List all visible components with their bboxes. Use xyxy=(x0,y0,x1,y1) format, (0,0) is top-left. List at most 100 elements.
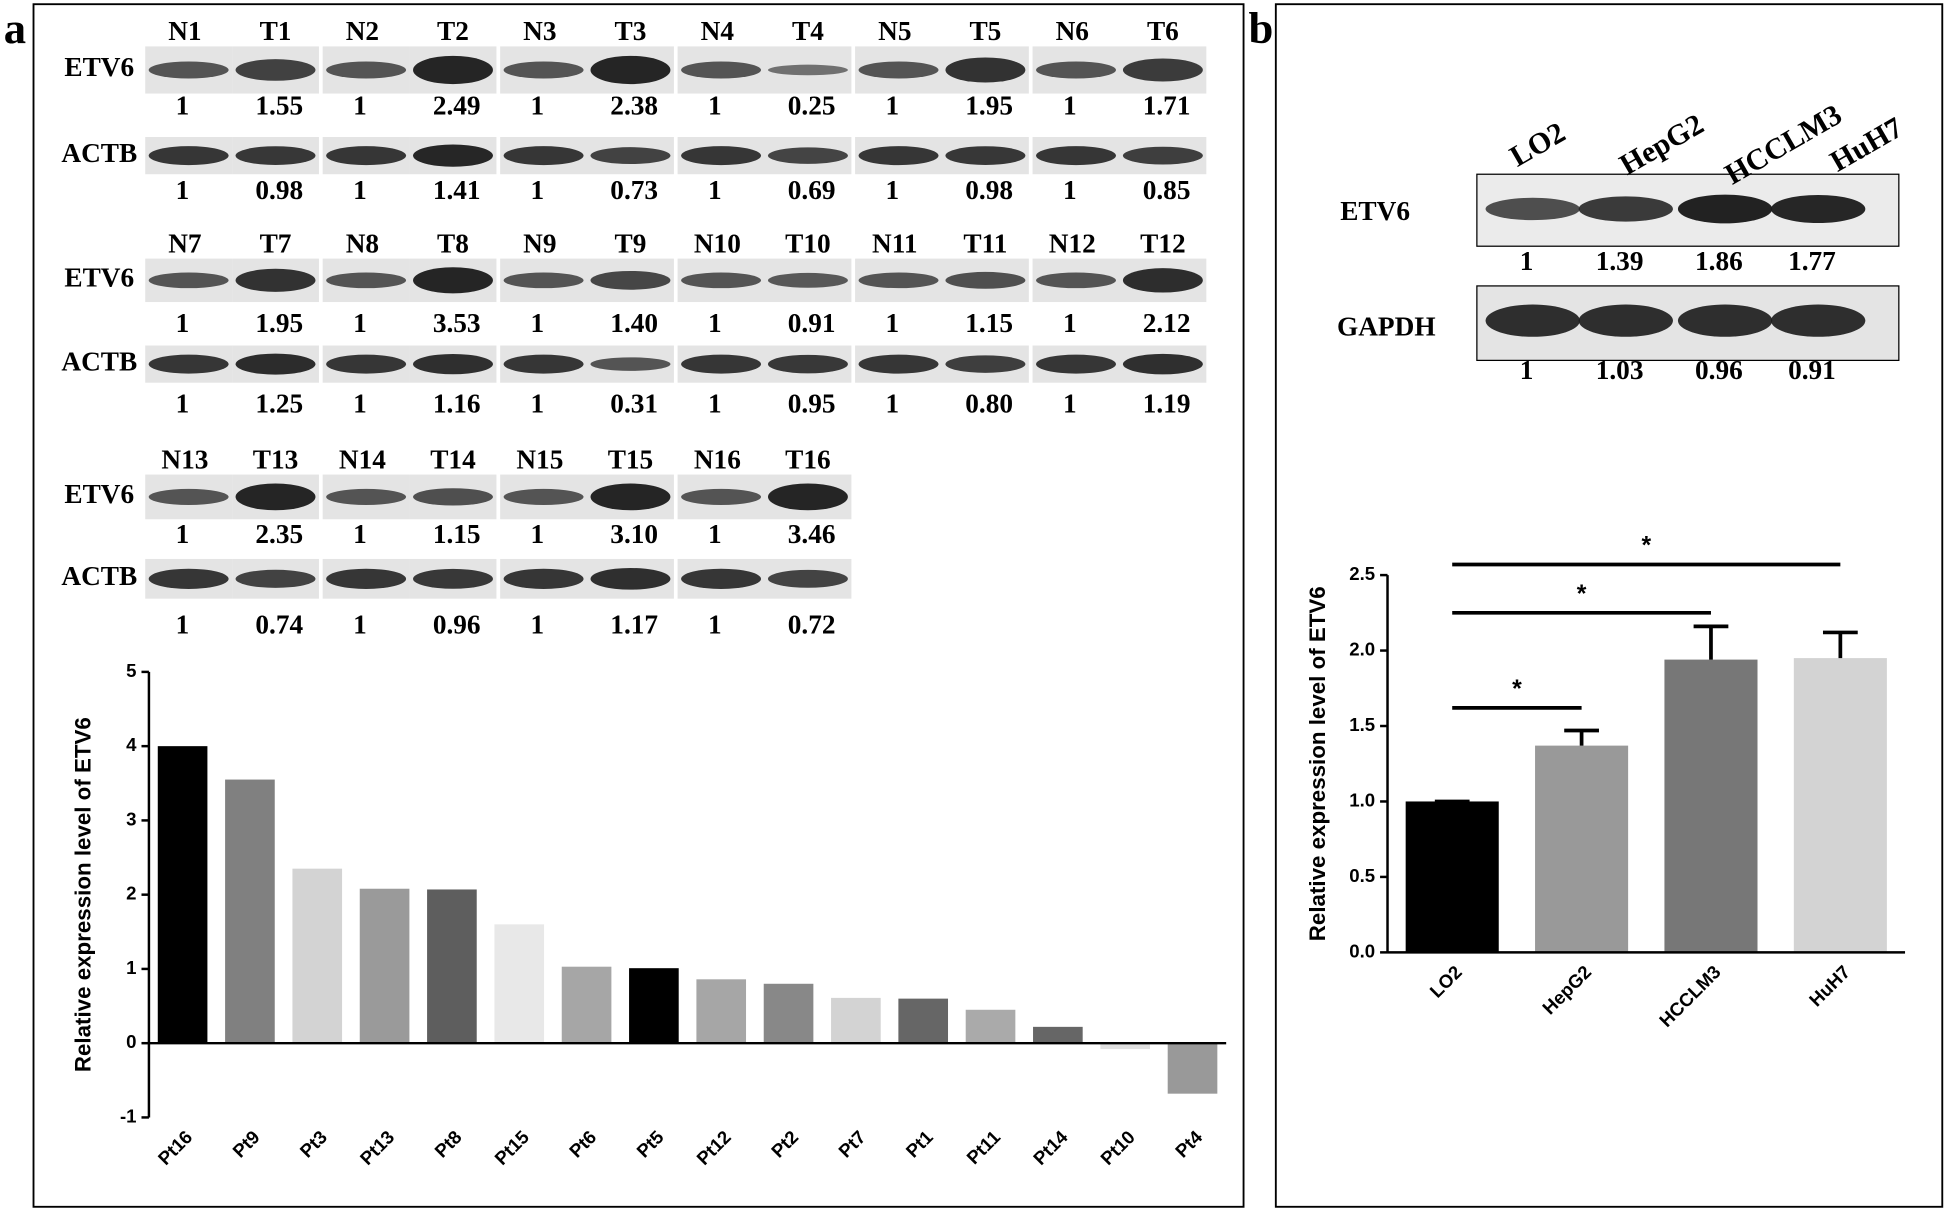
blot-value: 0.91 xyxy=(1788,355,1836,385)
y-tick-label: 0.0 xyxy=(1349,940,1375,961)
bar xyxy=(763,983,814,1044)
blot-band xyxy=(413,353,493,375)
lane-label: N6 xyxy=(1056,16,1089,46)
blot-band xyxy=(858,354,939,374)
lane-label: N8 xyxy=(346,228,379,258)
blot-label: ETV6 xyxy=(64,263,134,293)
blot-band xyxy=(590,567,671,590)
blot-value: 1.39 xyxy=(1596,246,1644,276)
blot-band xyxy=(326,354,407,374)
error-bar xyxy=(1564,728,1599,746)
blot-value: 1 xyxy=(708,519,722,549)
panel-frame xyxy=(32,3,1245,1208)
blot-value: 1 xyxy=(353,609,367,639)
lane-label: N11 xyxy=(872,228,918,258)
blot-band xyxy=(235,146,316,166)
blot-value: 1 xyxy=(708,389,722,419)
x-tick-label: Pt2 xyxy=(767,1126,802,1161)
blot-band xyxy=(858,272,939,289)
x-tick-label: Pt15 xyxy=(490,1126,533,1169)
x-tick-label: HepG2 xyxy=(1538,961,1595,1018)
blot-band xyxy=(503,488,584,505)
blot-value: 1 xyxy=(176,519,190,549)
blot-band xyxy=(1485,197,1580,221)
lane-label: N4 xyxy=(701,16,735,46)
blot-band xyxy=(503,61,584,79)
bar xyxy=(1167,1043,1218,1094)
blot-band xyxy=(858,146,939,166)
blot-value: 1 xyxy=(886,175,900,205)
bar xyxy=(696,979,747,1044)
blot-value: 1 xyxy=(531,308,545,338)
blot-band xyxy=(413,55,493,85)
blot-band xyxy=(1036,354,1116,374)
lane-label: N15 xyxy=(516,444,563,474)
blot-value: 0.85 xyxy=(1143,175,1191,205)
lane-label: N10 xyxy=(694,228,741,258)
y-tick-label: 2.0 xyxy=(1349,638,1375,659)
blot-band xyxy=(1578,196,1673,222)
blot-value: 1 xyxy=(886,308,900,338)
blot-band xyxy=(1677,304,1773,337)
blot-value: 1.95 xyxy=(965,91,1013,121)
blot-band xyxy=(235,353,316,375)
panel-frame xyxy=(1274,3,1944,1208)
blot-band xyxy=(1122,146,1203,165)
bar xyxy=(1033,1026,1083,1044)
blot-band xyxy=(590,270,671,290)
bar xyxy=(157,746,208,1044)
bar xyxy=(1100,1043,1151,1050)
blot-value: 1.15 xyxy=(965,308,1013,338)
blot-value: 1.77 xyxy=(1788,246,1836,276)
blot-label: ACTB xyxy=(61,561,137,591)
blot-band xyxy=(1036,272,1116,289)
x-tick-label: HCCLM3 xyxy=(1655,961,1725,1031)
blot-value: 1 xyxy=(886,389,900,419)
x-tick-label: Pt3 xyxy=(296,1126,331,1161)
blot-value: 1 xyxy=(1520,355,1534,385)
lane-label: LO2 xyxy=(1504,116,1571,174)
bar xyxy=(225,779,275,1044)
blot-band xyxy=(235,569,316,588)
significance-label: * xyxy=(1641,533,1651,560)
blot-value: 1 xyxy=(886,91,900,121)
lane-label: N16 xyxy=(694,444,741,474)
lane-label: N1 xyxy=(168,16,201,46)
x-tick-label: Pt4 xyxy=(1171,1126,1207,1162)
x-tick-label: Pt16 xyxy=(154,1126,197,1169)
blot-band xyxy=(326,488,407,505)
lane-label: N14 xyxy=(339,444,386,474)
blot-value: 3.46 xyxy=(788,519,836,549)
y-tick-label: -1 xyxy=(120,1105,137,1126)
blot-band xyxy=(767,147,848,164)
blot-band xyxy=(767,569,848,588)
error-bar xyxy=(1693,624,1729,660)
blot-band xyxy=(503,146,584,166)
blot-value: 1.16 xyxy=(433,389,481,419)
blot-value: 1.15 xyxy=(433,519,481,549)
blot-band xyxy=(681,146,762,166)
blot-band xyxy=(148,354,229,374)
x-tick-label: Pt6 xyxy=(565,1126,600,1161)
blot-band xyxy=(326,61,407,79)
blot-value: 3.10 xyxy=(610,519,658,549)
blot-value: 1.41 xyxy=(433,175,481,205)
blot-value: 1 xyxy=(353,175,367,205)
blot-value: 1 xyxy=(353,389,367,419)
blot-band xyxy=(945,271,1026,289)
blot-value: 1 xyxy=(176,308,190,338)
blot-band xyxy=(1771,194,1866,224)
blot-value: 0.25 xyxy=(788,91,836,121)
blot-band xyxy=(1122,353,1203,375)
blot-value: 0.80 xyxy=(965,389,1013,419)
blot-value: 1 xyxy=(1063,389,1077,419)
blot-band xyxy=(1771,304,1866,337)
lane-label: N7 xyxy=(168,228,201,258)
lane-label: T11 xyxy=(963,228,1007,258)
lane-label: N2 xyxy=(346,16,379,46)
lane-label: T8 xyxy=(437,228,469,258)
blot-band xyxy=(681,354,762,374)
error-bar xyxy=(1822,630,1858,659)
blot-band xyxy=(148,272,229,289)
